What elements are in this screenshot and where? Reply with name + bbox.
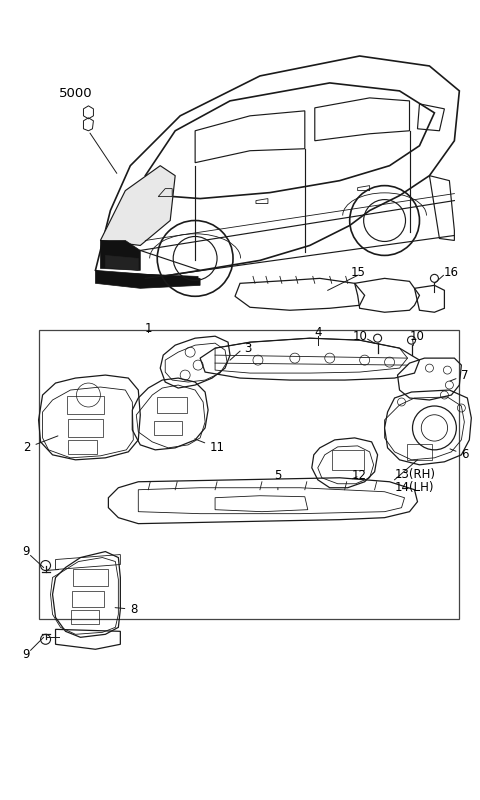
- Bar: [73, 569, 108, 586]
- Text: 14(LH): 14(LH): [395, 482, 434, 494]
- Text: 7: 7: [450, 369, 469, 382]
- Polygon shape: [106, 255, 138, 270]
- Bar: [72, 591, 104, 607]
- Text: 16: 16: [444, 266, 459, 279]
- Polygon shape: [96, 270, 200, 288]
- Polygon shape: [100, 272, 198, 282]
- Bar: [38, 330, 459, 619]
- Text: 5000: 5000: [59, 87, 92, 100]
- Text: 11: 11: [195, 439, 225, 454]
- Bar: [67, 396, 104, 414]
- Text: 10: 10: [352, 330, 367, 342]
- Text: 4: 4: [314, 326, 322, 338]
- Text: 1: 1: [144, 322, 152, 334]
- Text: 10: 10: [410, 330, 425, 342]
- Text: 3: 3: [244, 342, 252, 354]
- Text: 2: 2: [23, 436, 58, 454]
- Bar: [332, 450, 364, 470]
- Bar: [72, 610, 99, 624]
- Bar: [407, 444, 432, 460]
- Text: 9: 9: [22, 545, 29, 558]
- Text: 9: 9: [22, 648, 29, 661]
- Polygon shape: [100, 241, 140, 270]
- Polygon shape: [100, 166, 175, 246]
- Bar: [68, 419, 103, 437]
- Text: 6: 6: [450, 448, 469, 462]
- Text: 8: 8: [115, 603, 138, 616]
- Text: 13(RH): 13(RH): [395, 468, 435, 482]
- Text: 5: 5: [274, 470, 282, 490]
- Bar: [157, 397, 187, 413]
- Text: 15: 15: [350, 266, 365, 279]
- Text: 12: 12: [352, 470, 367, 482]
- Bar: [68, 440, 97, 454]
- Bar: [154, 421, 182, 435]
